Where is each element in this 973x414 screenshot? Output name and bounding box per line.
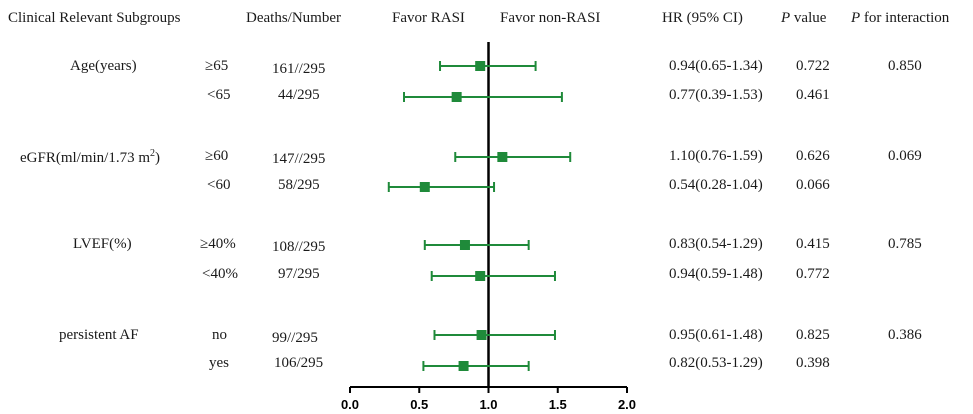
subgroup-label: no [212, 327, 227, 343]
hr-ci-text: 0.83(0.54-1.29) [669, 236, 763, 252]
subgroup-label: ≥60 [205, 148, 229, 164]
deaths-number: 147//295 [272, 151, 326, 167]
header-subgroups: Clinical Relevant Subgroups [8, 10, 181, 26]
deaths-number: 106/295 [274, 355, 324, 371]
p-value: 0.722 [796, 58, 830, 74]
interaction-p-age: 0.850 [888, 58, 922, 74]
subgroup-label: ≥40% [200, 236, 236, 252]
deaths-number: 44/295 [278, 87, 320, 103]
hr-marker [475, 61, 486, 71]
p-value: 0.626 [796, 148, 830, 164]
subgroup-label: yes [209, 355, 229, 371]
egfr-label-main: eGFR(ml/min/1.73 m [20, 150, 151, 166]
header-pint-italic: P [851, 10, 861, 26]
header-favor-non-rasi: Favor non-RASI [500, 10, 601, 26]
deaths-number: 99//295 [272, 330, 318, 346]
hr-marker [459, 240, 470, 250]
hr-marker [475, 271, 486, 281]
x-axis-tick-label: 2.0 [618, 397, 636, 412]
subgroup-label: <60 [207, 177, 231, 193]
egfr-label-sup: 2 [150, 148, 156, 159]
header-favor-rasi: Favor RASI [392, 10, 465, 26]
group-label-lvef: LVEF(%) [73, 236, 132, 252]
subgroup-label: ≥65 [205, 58, 229, 74]
p-value: 0.772 [796, 266, 830, 282]
group-label-af: persistent AF [59, 327, 139, 343]
interaction-p-egfr: 0.069 [888, 148, 922, 164]
hr-ci-text: 0.77(0.39-1.53) [669, 87, 763, 103]
interaction-p-lvef: 0.785 [888, 236, 922, 252]
hr-ci-text: 0.94(0.65-1.34) [669, 58, 763, 74]
header-hr: HR (95% CI) [662, 10, 743, 26]
p-value: 0.415 [796, 236, 830, 252]
p-value: 0.398 [796, 355, 830, 371]
x-axis-tick-label: 0.0 [341, 397, 359, 412]
hr-marker [451, 92, 462, 102]
header-p-rest: value [790, 10, 827, 26]
p-value: 0.825 [796, 327, 830, 343]
hr-ci-text: 0.95(0.61-1.48) [669, 327, 763, 343]
egfr-label-end: ) [155, 150, 161, 166]
group-label-egfr: eGFR(ml/min/1.73 m2) [20, 148, 160, 167]
hr-marker [476, 330, 487, 340]
p-value: 0.461 [796, 87, 830, 103]
deaths-number: 58/295 [278, 177, 320, 193]
header-p-value: P value [781, 10, 826, 27]
subgroup-label: <40% [202, 266, 238, 282]
deaths-number: 161//295 [272, 61, 326, 77]
deaths-number: 108//295 [272, 239, 326, 255]
hr-ci-text: 1.10(0.76-1.59) [669, 148, 763, 164]
header-deaths: Deaths/Number [246, 10, 341, 26]
x-axis-tick-label: 1.0 [479, 397, 497, 412]
p-value: 0.066 [796, 177, 830, 193]
hr-ci-text: 0.54(0.28-1.04) [669, 177, 763, 193]
deaths-number: 97/295 [278, 266, 320, 282]
x-axis-tick-label: 1.5 [549, 397, 567, 412]
header-p-interaction: P for interaction [851, 10, 949, 27]
subgroup-label: <65 [207, 87, 231, 103]
interaction-p-af: 0.386 [888, 327, 922, 343]
hr-marker [497, 152, 508, 162]
hr-ci-text: 0.94(0.59-1.48) [669, 266, 763, 282]
hr-marker [419, 182, 430, 192]
hr-ci-text: 0.82(0.53-1.29) [669, 355, 763, 371]
group-label-age: Age(years) [70, 58, 137, 74]
header-pint-rest: for interaction [860, 10, 950, 26]
x-axis-tick-label: 0.5 [410, 397, 428, 412]
header-p-italic: P [781, 10, 791, 26]
hr-marker [458, 361, 469, 371]
